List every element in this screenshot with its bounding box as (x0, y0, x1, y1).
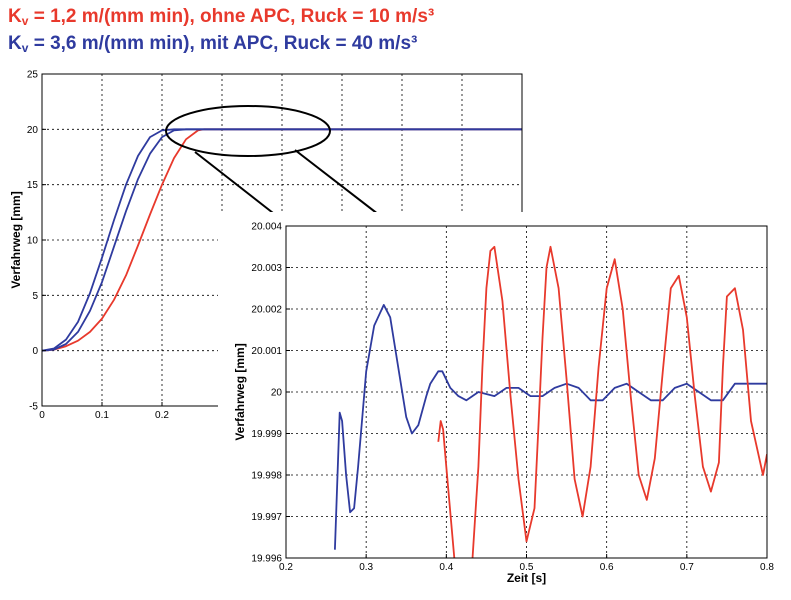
series-line-1 (42, 128, 522, 352)
y-tick-label: -5 (29, 402, 38, 413)
legend-text: = 1,2 m/(mm min), ohne APC, Ruck = 10 m/… (28, 6, 435, 27)
zoom-ellipse (165, 105, 331, 157)
y-axis-label: Verfahrweg [mm] (9, 191, 23, 288)
y-tick-label: 19.996 (251, 554, 282, 565)
inset-chart: 0.2 0.3 0.4 0.5 0.6 0.7 0.8 19.996 19.997 19.998 1… (233, 222, 774, 586)
y-tick-label: 5 (32, 291, 38, 302)
x-tick-label: 0.1 (95, 410, 109, 421)
y-tick-label: 15 (27, 180, 39, 191)
y-tick-label: 19.997 (251, 512, 282, 523)
y-tick-label: 10 (27, 236, 39, 247)
y-tick-label: 19.998 (251, 471, 282, 482)
x-tick-label: 0.2 (279, 562, 293, 573)
x-tick-label: 0 (39, 410, 45, 421)
y-tick-label: 0 (32, 346, 38, 357)
x-tick-label: 0.2 (155, 410, 169, 421)
y-tick-label: 20.004 (251, 222, 282, 233)
x-tick-label: 0.3 (359, 562, 373, 573)
series-line-1 (334, 303, 767, 550)
x-tick-label: 0.7 (680, 562, 694, 573)
x-tick-label: 0.5 (520, 562, 534, 573)
legend-text: = 3,6 m/(mm min), mit APC, Ruck = 40 m/s… (28, 33, 418, 54)
zoom-connector-left (194, 151, 283, 221)
series-line-2 (437, 245, 767, 558)
x-tick-label: 0.4 (439, 562, 453, 573)
y-tick-label: 20.002 (251, 305, 282, 316)
y-tick-label: 20 (271, 388, 283, 399)
legend-entry-blue: Kv = 3,6 m/(mm min), mit APC, Ruck = 40 … (8, 33, 417, 55)
x-tick-label: 0.8 (760, 562, 774, 573)
series-line-3 (42, 128, 522, 352)
y-tick-label: 20.001 (251, 346, 282, 357)
y-tick-label: 20 (27, 125, 39, 136)
legend-prefix: K (8, 6, 22, 27)
x-axis-label: Zeit [s] (507, 571, 546, 585)
y-axis-label: Verfahrweg [mm] (233, 343, 247, 440)
y-tick-label: 20.003 (251, 263, 282, 274)
legend-subscript: v (21, 41, 29, 55)
legend-entry-red: Kv = 1,2 m/(mm min), ohne APC, Ruck = 10… (8, 6, 434, 28)
legend-prefix: K (8, 33, 22, 54)
legend-subscript: v (21, 14, 29, 28)
y-tick-label: 19.999 (251, 429, 282, 440)
y-tick-label: 25 (27, 70, 39, 81)
x-tick-label: 0.6 (600, 562, 614, 573)
